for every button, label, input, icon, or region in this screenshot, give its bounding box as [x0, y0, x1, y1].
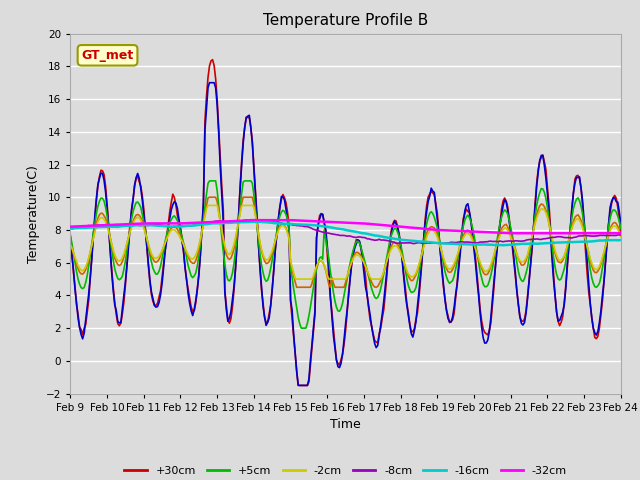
-8cm [617, 232, 625, 238]
Title: Temperature Profile B: Temperature Profile B [263, 13, 428, 28]
-16cm [412, 238, 420, 244]
Line: 0cm: 0cm [70, 197, 621, 287]
Legend: +30cm, +15cm, +5cm, 0cm, -2cm, -8cm, -16cm, -32cm: +30cm, +15cm, +5cm, 0cm, -2cm, -8cm, -16… [120, 462, 572, 480]
-32cm [169, 220, 177, 226]
+30cm [413, 310, 421, 315]
+15cm [67, 236, 74, 242]
Line: -32cm: -32cm [70, 220, 621, 233]
Line: +15cm: +15cm [70, 83, 621, 385]
-8cm [413, 240, 421, 246]
-16cm [617, 237, 625, 243]
-16cm [82, 225, 90, 231]
+5cm [617, 226, 625, 231]
-16cm [400, 237, 408, 243]
-32cm [553, 230, 561, 236]
-2cm [413, 266, 421, 272]
-2cm [293, 276, 301, 282]
-32cm [82, 223, 90, 229]
+30cm [82, 322, 90, 327]
0cm [617, 232, 625, 238]
-16cm [553, 240, 561, 245]
+15cm [553, 309, 561, 315]
-2cm [82, 264, 90, 270]
0cm [553, 255, 561, 261]
Line: +30cm: +30cm [70, 60, 621, 385]
+30cm [294, 383, 302, 388]
-16cm [169, 224, 177, 229]
0cm [401, 264, 409, 270]
Y-axis label: Temperature(C): Temperature(C) [28, 165, 40, 263]
+5cm [298, 325, 305, 331]
+15cm [296, 383, 303, 388]
+30cm [169, 192, 177, 197]
-32cm [507, 230, 515, 236]
Line: -2cm: -2cm [70, 205, 621, 279]
-2cm [383, 258, 390, 264]
+5cm [383, 253, 390, 259]
-16cm [499, 242, 507, 248]
0cm [383, 258, 390, 264]
-8cm [553, 234, 561, 240]
-16cm [67, 226, 74, 231]
-32cm [67, 224, 74, 229]
-32cm [617, 230, 625, 236]
-32cm [412, 225, 420, 231]
-2cm [169, 227, 177, 233]
0cm [413, 268, 421, 274]
+15cm [82, 317, 90, 323]
+30cm [553, 309, 561, 314]
-2cm [204, 203, 212, 208]
+15cm [169, 202, 177, 207]
-32cm [381, 222, 389, 228]
Line: +5cm: +5cm [70, 181, 621, 328]
-2cm [401, 263, 409, 269]
0cm [169, 224, 177, 230]
0cm [67, 240, 74, 246]
+15cm [401, 290, 409, 296]
-8cm [400, 240, 408, 246]
+30cm [67, 234, 74, 240]
+5cm [82, 280, 90, 286]
+5cm [401, 267, 409, 273]
+15cm [617, 221, 625, 227]
-32cm [250, 217, 258, 223]
+30cm [383, 273, 390, 279]
-8cm [169, 224, 177, 229]
X-axis label: Time: Time [330, 418, 361, 431]
-32cm [400, 224, 408, 230]
Line: -8cm: -8cm [70, 220, 621, 243]
+5cm [553, 272, 561, 277]
-8cm [82, 223, 90, 229]
+30cm [401, 284, 409, 289]
-2cm [617, 234, 625, 240]
-2cm [553, 252, 561, 258]
+15cm [205, 80, 213, 85]
0cm [293, 284, 301, 290]
+5cm [169, 214, 177, 220]
0cm [205, 194, 213, 200]
-16cm [252, 219, 259, 225]
+30cm [617, 229, 625, 235]
+5cm [205, 178, 213, 184]
-8cm [381, 238, 389, 243]
+15cm [413, 303, 421, 309]
Line: -16cm: -16cm [70, 222, 621, 245]
0cm [82, 267, 90, 273]
-8cm [250, 217, 258, 223]
+30cm [209, 57, 216, 62]
-8cm [409, 240, 417, 246]
-2cm [67, 242, 74, 248]
+5cm [67, 233, 74, 239]
+15cm [383, 266, 390, 272]
+5cm [413, 278, 421, 284]
-16cm [381, 234, 389, 240]
Text: GT_met: GT_met [81, 49, 134, 62]
-8cm [67, 226, 74, 231]
